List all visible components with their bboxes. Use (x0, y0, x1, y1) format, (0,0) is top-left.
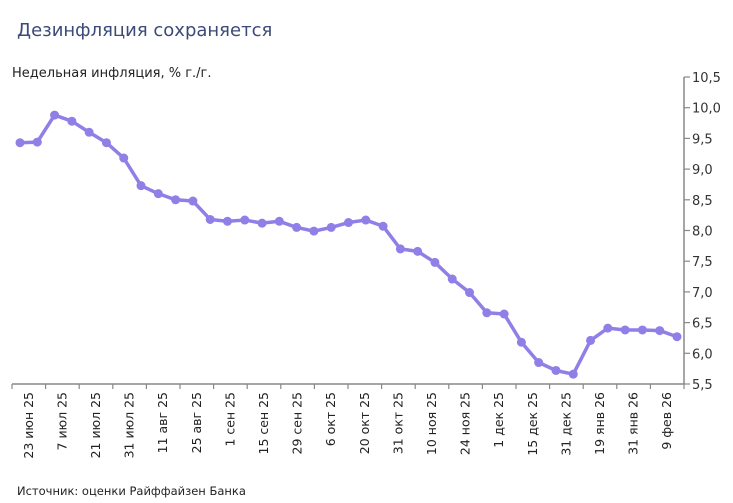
y-tick-label: 6,0 (692, 347, 713, 362)
data-point (586, 335, 596, 345)
data-point (309, 226, 319, 236)
data-point (15, 138, 25, 148)
y-tick-label: 8,5 (692, 194, 713, 209)
x-tick-label: 31 янв 26 (626, 392, 641, 455)
data-point (257, 218, 267, 228)
data-point (447, 274, 457, 284)
data-point (395, 244, 405, 254)
x-tick-label: 21 июл 25 (88, 392, 103, 458)
data-point (672, 332, 682, 342)
x-tick-label: 1 дек 25 (491, 392, 506, 448)
chart-title: Дезинфляция сохраняется (17, 20, 273, 41)
data-point (326, 222, 336, 232)
data-point (655, 326, 665, 336)
data-point (205, 214, 215, 224)
x-tick-label: 24 ноя 25 (458, 392, 473, 455)
data-point (32, 137, 42, 147)
x-tick-label: 23 июн 25 (21, 392, 36, 459)
y-tick-label: 7,5 (692, 255, 713, 270)
x-tick-label: 31 июл 25 (122, 392, 137, 458)
source-note: Источник: оценки Райффайзен Банка (17, 484, 246, 498)
data-point (101, 138, 111, 148)
x-tick-label: 6 окт 25 (323, 392, 338, 446)
data-point (413, 246, 423, 256)
x-tick-label: 19 янв 26 (592, 392, 607, 455)
y-tick-label: 8,0 (692, 225, 713, 240)
y-tick-label: 9,5 (692, 132, 713, 147)
series-line (19, 113, 678, 376)
data-point (84, 127, 94, 137)
data-point (499, 309, 509, 319)
data-point (516, 337, 526, 347)
data-point (430, 257, 440, 267)
data-point (551, 365, 561, 375)
data-point (50, 110, 60, 120)
data-point (637, 325, 647, 335)
data-point (292, 222, 302, 232)
x-tick-label: 15 дек 25 (525, 392, 540, 456)
x-tick-label: 9 фев 26 (659, 392, 674, 450)
y-tick-label: 5,5 (692, 378, 713, 393)
x-tick-label: 10 ноя 25 (424, 392, 439, 455)
x-tick-label: 11 авг 25 (155, 392, 170, 453)
y-tick-label: 9,0 (692, 163, 713, 178)
y-tick-label: 10,5 (692, 71, 721, 86)
x-tick-label: 7 июл 25 (54, 392, 69, 450)
x-tick-label: 1 сен 25 (222, 392, 237, 447)
y-axis-label: Недельная инфляция, % г./г. (12, 66, 212, 81)
x-tick-label: 29 сен 25 (290, 392, 305, 455)
data-point (274, 216, 284, 226)
y-tick-label: 6,5 (692, 317, 713, 332)
data-point (188, 196, 198, 206)
y-tick-label: 10,0 (692, 102, 721, 117)
data-point (482, 308, 492, 318)
data-point (119, 153, 129, 163)
x-tick-label: 20 окт 25 (357, 392, 372, 454)
x-tick-label: 31 дек 25 (558, 392, 573, 456)
data-point (153, 189, 163, 199)
data-point (67, 116, 77, 126)
data-point (378, 221, 388, 231)
data-point (465, 288, 475, 298)
data-point (240, 215, 250, 225)
x-tick-label: 25 авг 25 (189, 392, 204, 453)
data-point (568, 369, 578, 379)
data-point (344, 218, 353, 228)
x-tick-label: 31 окт 25 (390, 392, 405, 454)
data-point (620, 325, 630, 335)
data-point (222, 216, 232, 226)
data-point (361, 215, 371, 225)
data-point (603, 323, 613, 333)
data-point (534, 358, 544, 368)
y-tick-label: 7,0 (692, 286, 713, 301)
data-point (136, 181, 146, 191)
data-point (171, 195, 181, 205)
x-tick-label: 15 сен 25 (256, 392, 271, 455)
